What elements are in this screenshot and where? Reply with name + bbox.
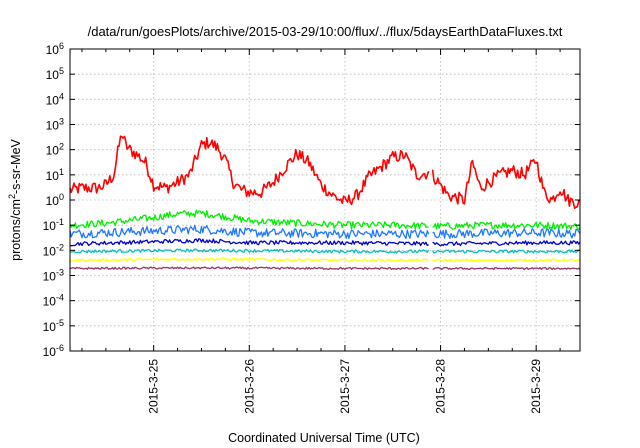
y-tick-exponent: -6 [56,343,64,353]
y-tick-exponent: -2 [56,242,64,252]
y-tick-label: 10-4 [43,293,64,309]
y-tick-base: 10 [43,270,57,284]
y-tick-base: 10 [43,295,57,309]
y-tick-label: 10-2 [43,242,64,258]
y-tick-exponent: 3 [59,117,64,127]
y-axis-label-sup: 2 [7,194,17,199]
series-line-2 [69,209,581,231]
x-tick-label: 2015-3-26 [242,359,256,414]
y-tick-base: 10 [46,68,60,82]
y-tick-exponent: 6 [59,41,64,51]
y-tick-exponent: -3 [56,268,64,278]
x-axis-label: Coordinated Universal Time (UTC) [228,431,420,445]
y-tick-base: 10 [46,93,60,107]
y-tick-label: 100 [46,192,64,208]
y-tick-base: 10 [46,144,60,158]
series-line-1 [69,135,581,210]
x-tick-label: 2015-3-28 [434,359,448,414]
y-tick-exponent: -4 [56,293,64,303]
y-tick-base: 10 [43,345,57,359]
y-tick-exponent: -5 [56,318,64,328]
y-tick-exponent: 4 [59,91,64,101]
y-axis-label-suffix: -s-sr-MeV [9,138,23,194]
series-line-4 [69,238,581,247]
y-tick-label: 102 [46,142,64,158]
y-tick-exponent: 2 [59,142,64,152]
y-axis-label: protons/cm2-s-sr-MeV [7,138,23,260]
y-tick-label: 10-1 [43,217,64,233]
y-tick-base: 10 [46,119,60,133]
chart-title: /data/run/goesPlots/archive/2015-03-29/1… [88,24,563,39]
y-tick-base: 10 [46,43,60,57]
x-tick-label: 2015-3-25 [147,359,161,414]
series-line-6 [69,257,581,263]
y-tick-labels: 10-610-510-410-310-210-11001011021031041… [43,41,64,359]
grid [70,49,580,351]
ticks [70,48,580,352]
x-tick-labels: 2015-3-25 2015-3-26 2015-3-27 2015-3-28 2015… [147,359,544,414]
y-tick-exponent: 1 [59,167,64,177]
y-tick-label: 106 [46,41,64,57]
y-tick-label: 104 [46,91,64,107]
y-tick-label: 103 [46,117,64,133]
series-layer [69,135,581,271]
y-tick-base: 10 [43,244,57,258]
series-line-7 [69,266,581,271]
x-tick-label: 2015-3-27 [338,359,352,414]
y-tick-exponent: -1 [56,217,64,227]
y-tick-exponent: 5 [59,66,64,76]
y-tick-label: 101 [46,167,64,183]
y-tick-base: 10 [46,169,60,183]
x-tick-label: 2015-3-29 [529,359,543,414]
y-axis-label-prefix: protons/cm [9,199,23,261]
y-tick-label: 10-5 [43,318,64,334]
series-line-5 [69,248,581,254]
series-line-3 [69,224,581,240]
y-tick-exponent: 0 [59,192,64,202]
y-tick-label: 105 [46,66,64,82]
y-tick-base: 10 [43,320,57,334]
y-tick-base: 10 [43,219,57,233]
y-tick-label: 10-3 [43,268,64,284]
y-tick-label: 10-6 [43,343,64,359]
y-tick-base: 10 [46,194,60,208]
